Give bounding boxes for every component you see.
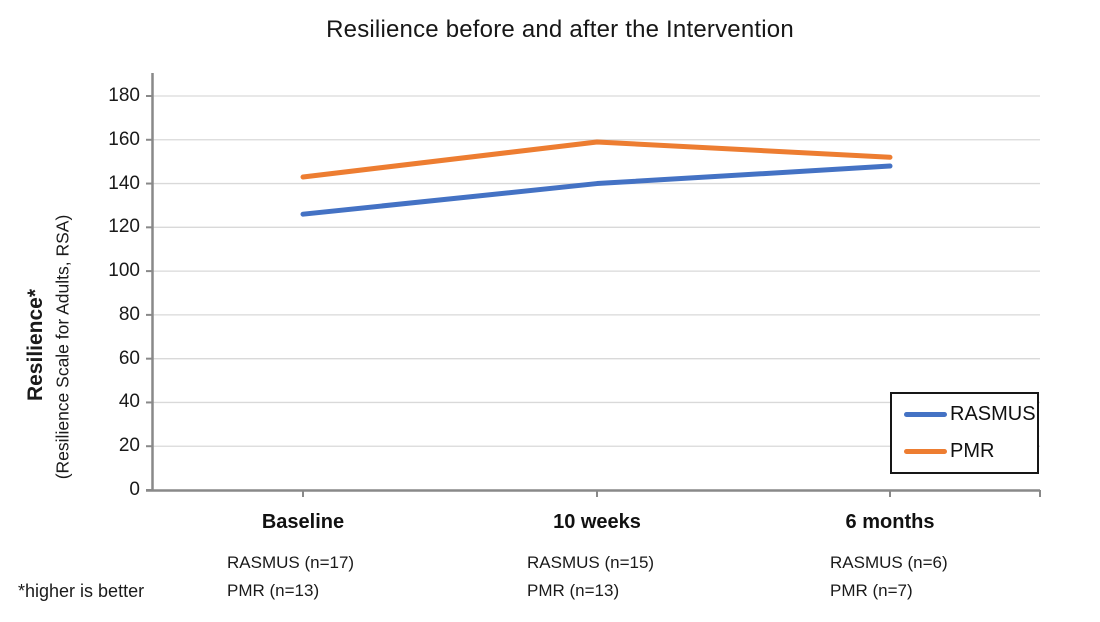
x-category-label: Baseline <box>261 511 345 533</box>
y-tick-label: 100 <box>108 260 140 282</box>
y-tick-label: 120 <box>108 216 140 238</box>
annotation-line: PMR (n=7) <box>830 581 913 600</box>
annotation-group: RASMUS (n=15) PMR (n=13) <box>527 549 654 605</box>
series-line-pmr <box>300 139 893 180</box>
legend-item: RASMUS <box>904 403 1037 426</box>
x-category-label: 6 months <box>845 511 935 533</box>
legend-label: RASMUS <box>950 403 1036 425</box>
y-tick-label: 0 <box>129 479 140 500</box>
annotation-group: RASMUS (n=6) PMR (n=7) <box>830 549 948 605</box>
legend-line-swatch <box>904 412 947 417</box>
footnote: *higher is better <box>18 581 145 601</box>
legend-label: PMR <box>950 440 995 462</box>
y-tick-label: 160 <box>108 128 140 150</box>
annotation-group: RASMUS (n=17) PMR (n=13) <box>227 549 354 605</box>
y-tick-label: 180 <box>108 85 140 106</box>
legend-line-swatch <box>904 449 947 454</box>
legend-item: PMR <box>904 440 1037 463</box>
y-tick-label: 80 <box>118 303 140 325</box>
x-category-label: 10 weeks <box>553 511 641 533</box>
annotation-line: PMR (n=13) <box>227 581 320 600</box>
annotation-line: RASMUS (n=6) <box>830 553 948 572</box>
legend: RASMUS PMR <box>890 392 1039 474</box>
y-tick-label: 20 <box>118 435 140 457</box>
y-tick-label: 140 <box>108 172 140 194</box>
y-tick-label: 60 <box>118 347 140 369</box>
y-tick-label: 40 <box>118 391 140 413</box>
annotation-line: PMR (n=13) <box>527 581 620 600</box>
series-line-rasmus <box>300 163 893 217</box>
annotation-line: RASMUS (n=15) <box>527 553 655 572</box>
annotation-line: RASMUS (n=17) <box>227 553 355 572</box>
chart-title: Resilience before and after the Interven… <box>326 16 794 43</box>
